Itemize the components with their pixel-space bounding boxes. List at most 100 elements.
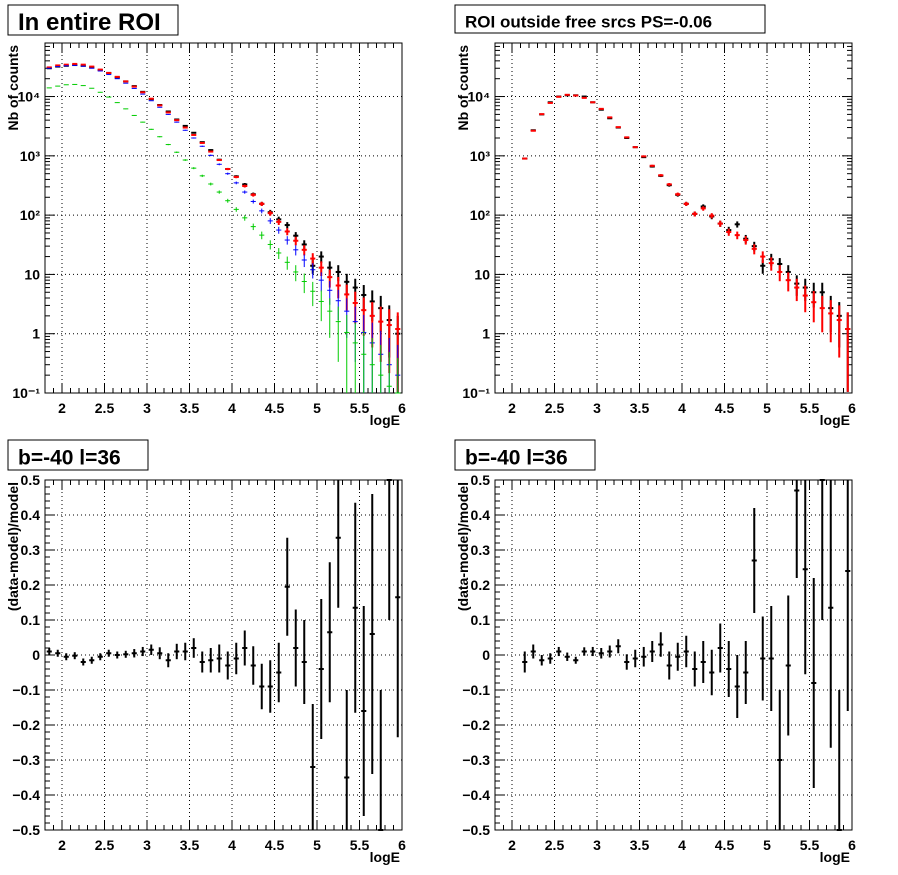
plot-frame (494, 42, 853, 394)
x-tick-label: 2.5 (545, 837, 565, 853)
chart-title: b=-40 l=36 (18, 446, 121, 469)
x-tick-label: 3 (593, 400, 601, 416)
y-tick-label: −0.4 (462, 787, 490, 803)
y-tick-label: 10² (20, 207, 41, 223)
x-tick-label: 4.5 (715, 400, 735, 416)
x-tick-label: 2 (58, 400, 66, 416)
y-tick-label: 1 (482, 326, 490, 342)
y-tick-label: 0 (482, 647, 490, 663)
chart-title: ROI outside free srcs PS=-0.06 (465, 12, 712, 31)
x-tick-label: 2 (508, 400, 516, 416)
x-tick-label: 5 (313, 400, 321, 416)
series-model-2 (46, 64, 401, 393)
x-tick-label: 2 (508, 837, 516, 853)
x-tick-label: 5 (763, 837, 771, 853)
y-tick-label: 0.3 (471, 542, 491, 558)
x-axis-title: logE (370, 412, 400, 428)
y-tick-label: 10³ (20, 148, 41, 164)
title-box (7, 439, 149, 471)
chart-title: In entire ROI (18, 9, 161, 36)
y-tick-label: 10⁻¹ (12, 385, 40, 401)
series-data-0 (522, 94, 851, 392)
y-tick-label: −0.2 (462, 717, 490, 733)
y-tick-label: 0.1 (21, 612, 41, 628)
tick-marks (44, 479, 403, 831)
x-tick-label: 3.5 (630, 400, 650, 416)
title-box (7, 4, 179, 36)
tick-marks (44, 42, 403, 394)
x-tick-label: 4 (228, 837, 236, 853)
y-tick-label: −0.5 (462, 822, 490, 838)
title-box (454, 4, 766, 34)
y-tick-label: 0.1 (471, 612, 491, 628)
tick-marks (494, 479, 853, 831)
x-tick-label: 3 (593, 837, 601, 853)
y-tick-label: 10 (474, 266, 490, 282)
x-tick-label: 5.5 (350, 400, 370, 416)
y-axis-title: Nb of counts (455, 45, 471, 131)
y-tick-label: −0.2 (12, 717, 40, 733)
chart-panel-1: 2 2.5 3 3.5 4 4.5 5 5.5 6 10⁻¹ 1 10 10² 10³ 10⁴ logE Nb … (5, 4, 406, 428)
x-tick-label: 2.5 (545, 400, 565, 416)
x-axis-title: logE (820, 849, 850, 865)
y-tick-label: 10⁴ (468, 89, 491, 105)
y-tick-label: 10 (24, 266, 40, 282)
x-tick-label: 3 (143, 837, 151, 853)
x-tick-label: 4 (678, 837, 686, 853)
x-tick-label: 3.5 (180, 400, 200, 416)
x-tick-label: 2.5 (95, 837, 115, 853)
chart-panel-2: 2 2.5 3 3.5 4 4.5 5 5.5 6 10⁻¹ 1 10 10² 10³ 10⁴ logE Nb … (454, 4, 856, 428)
y-tick-label: 0 (32, 647, 40, 663)
y-tick-label: −0.5 (12, 822, 40, 838)
x-tick-label: 5.5 (800, 400, 820, 416)
title-box (454, 439, 596, 471)
y-tick-label: −0.3 (462, 752, 490, 768)
x-tick-label: 4.5 (265, 837, 285, 853)
grid (495, 479, 853, 831)
chart-panel-4: 2 2.5 3 3.5 4 4.5 5 5.5 6 −0.5 −0.4 −0.3 −0.2 −0.1 0 0.… (454, 439, 856, 865)
plot-frame (494, 479, 853, 831)
x-tick-label: 6 (848, 837, 856, 853)
y-tick-label: −0.1 (12, 682, 40, 698)
series-model-1 (522, 93, 851, 392)
x-tick-label: 2.5 (95, 400, 115, 416)
y-tick-label: −0.1 (462, 682, 490, 698)
x-axis-title: logE (370, 849, 400, 865)
x-tick-label: 5 (763, 400, 771, 416)
x-tick-label: 4.5 (265, 400, 285, 416)
y-tick-label: 0.5 (471, 472, 491, 488)
y-axis-title: Nb of counts (5, 45, 21, 131)
x-tick-label: 5.5 (800, 837, 820, 853)
x-tick-label: 4 (678, 400, 686, 416)
y-tick-label: 0.3 (21, 542, 41, 558)
tick-marks (494, 42, 853, 394)
series-model-3 (46, 83, 401, 394)
y-tick-label: 0.5 (21, 472, 41, 488)
x-tick-label: 4 (228, 400, 236, 416)
y-tick-label: −0.4 (12, 787, 40, 803)
y-axis-title: (data-model)/model (5, 482, 21, 611)
x-tick-label: 3.5 (180, 837, 200, 853)
series-data-0 (46, 64, 401, 393)
y-tick-label: 10³ (470, 148, 491, 164)
grid (45, 43, 403, 394)
series-model-1 (46, 62, 401, 392)
x-axis-title: logE (820, 412, 850, 428)
y-axis-title: (data-model)/model (455, 482, 471, 611)
x-tick-label: 4.5 (715, 837, 735, 853)
x-tick-label: 2 (58, 837, 66, 853)
y-tick-label: 0.4 (21, 507, 41, 523)
x-tick-label: 5.5 (350, 837, 370, 853)
y-tick-label: 0.4 (471, 507, 491, 523)
plot-frame (44, 42, 403, 394)
x-tick-label: 6 (398, 837, 406, 853)
y-tick-label: −0.3 (12, 752, 40, 768)
x-tick-label: 3.5 (630, 837, 650, 853)
series-data-0 (522, 479, 851, 831)
y-tick-label: 0.2 (471, 577, 491, 593)
y-tick-label: 10⁴ (18, 89, 41, 105)
y-tick-label: 0.2 (21, 577, 41, 593)
series-data-0 (46, 479, 401, 831)
chart-panel-3: 2 2.5 3 3.5 4 4.5 5 5.5 6 −0.5 −0.4 −0.3 −0.2 −0.1 0 0.… (5, 439, 406, 865)
